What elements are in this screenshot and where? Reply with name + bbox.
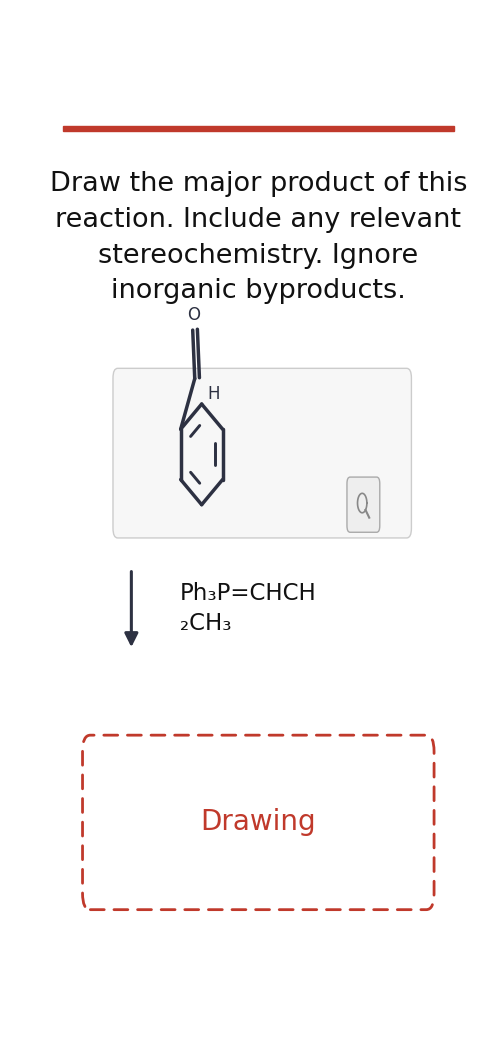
- Text: stereochemistry. Ignore: stereochemistry. Ignore: [98, 242, 418, 269]
- Text: Drawing: Drawing: [201, 808, 316, 837]
- Text: reaction. Include any relevant: reaction. Include any relevant: [55, 207, 461, 233]
- FancyBboxPatch shape: [347, 477, 380, 532]
- Text: Draw the major product of this: Draw the major product of this: [49, 171, 467, 197]
- Text: Ph₃P=CHCH: Ph₃P=CHCH: [180, 582, 317, 605]
- FancyBboxPatch shape: [83, 736, 434, 910]
- Text: H: H: [208, 385, 220, 403]
- Text: O: O: [187, 306, 201, 324]
- Bar: [63, 126, 454, 132]
- Text: inorganic byproducts.: inorganic byproducts.: [111, 278, 406, 305]
- FancyBboxPatch shape: [113, 368, 411, 538]
- Text: ₂CH₃: ₂CH₃: [180, 611, 232, 635]
